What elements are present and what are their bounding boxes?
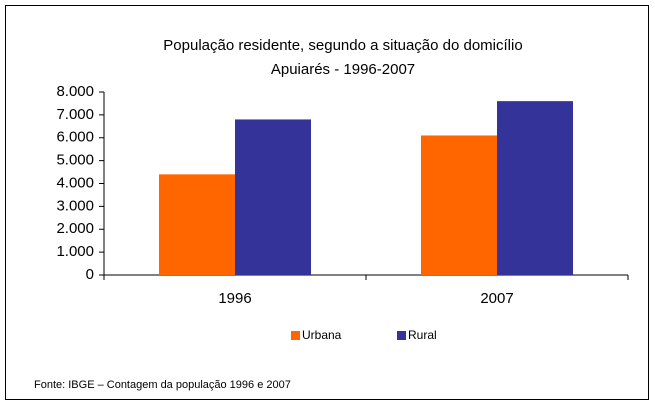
y-tick-label: 4.000 bbox=[56, 174, 94, 191]
y-tick-label: 2.000 bbox=[56, 220, 94, 237]
y-tick-label: 8.000 bbox=[56, 83, 94, 100]
y-tick-label: 3.000 bbox=[56, 197, 94, 214]
y-tick-label: 6.000 bbox=[56, 129, 94, 146]
legend-label: Rural bbox=[408, 328, 437, 342]
y-tick-label: 5.000 bbox=[56, 152, 94, 169]
legend-label: Urbana bbox=[302, 328, 342, 342]
source-note: Fonte: IBGE – Contagem da população 1996… bbox=[34, 379, 291, 391]
x-tick-label: 2007 bbox=[480, 290, 513, 307]
bar bbox=[497, 101, 573, 276]
chart-subtitle: Apuiarés - 1996-2007 bbox=[271, 61, 415, 78]
y-tick-label: 1.000 bbox=[56, 243, 94, 260]
y-tick-label: 7.000 bbox=[56, 106, 94, 123]
y-tick-label: 0 bbox=[86, 266, 94, 283]
legend-swatch bbox=[291, 331, 300, 340]
legend-swatch bbox=[397, 331, 406, 340]
bar bbox=[159, 174, 235, 275]
x-tick-label: 1996 bbox=[218, 290, 251, 307]
bar bbox=[235, 119, 311, 275]
bar bbox=[421, 135, 497, 275]
chart-title: População residente, segundo a situação … bbox=[163, 37, 522, 54]
